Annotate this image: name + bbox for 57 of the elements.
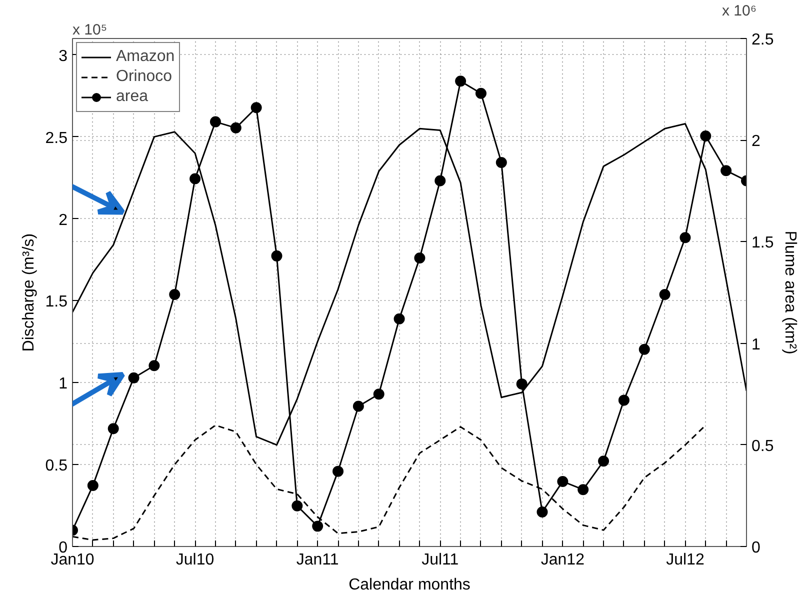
point bbox=[414, 252, 426, 264]
y2-tick-label: 2.5 bbox=[752, 32, 774, 48]
point bbox=[516, 378, 528, 390]
y-tick-label: 0.5 bbox=[45, 458, 68, 475]
annotation: x 10⁵ bbox=[72, 22, 108, 38]
x-tick-label: Jul12 bbox=[666, 552, 704, 568]
point bbox=[271, 250, 282, 262]
point bbox=[700, 130, 712, 142]
point bbox=[557, 476, 568, 487]
point bbox=[87, 480, 98, 492]
y-axis-title: Discharge (m³/s) bbox=[20, 233, 38, 352]
point bbox=[680, 232, 691, 244]
y2-tick-label: 0.5 bbox=[752, 438, 774, 455]
point bbox=[578, 484, 589, 496]
x-tick-label: Jan12 bbox=[540, 552, 585, 568]
point bbox=[618, 394, 630, 406]
x-tick-label: Jul10 bbox=[176, 552, 214, 568]
point bbox=[598, 456, 610, 467]
point bbox=[148, 360, 160, 372]
point bbox=[230, 122, 242, 134]
point bbox=[720, 165, 732, 176]
point bbox=[190, 173, 201, 184]
y-tick-label: 2.5 bbox=[45, 130, 68, 147]
point bbox=[332, 466, 344, 477]
point bbox=[128, 372, 140, 384]
legend-label: area bbox=[116, 88, 148, 106]
legend-label: Orinoco bbox=[116, 68, 172, 86]
point bbox=[312, 520, 324, 532]
text: x 10⁶ bbox=[722, 2, 757, 20]
point bbox=[536, 506, 548, 518]
y-tick-label: 1 bbox=[58, 376, 68, 393]
y2-tick-label: 0 bbox=[752, 540, 760, 556]
y-tick-label: 1.5 bbox=[45, 294, 68, 311]
point bbox=[496, 156, 507, 168]
y2-tick-label: 1.5 bbox=[752, 234, 774, 252]
point bbox=[373, 388, 384, 400]
point bbox=[352, 400, 364, 412]
point bbox=[108, 423, 119, 434]
point bbox=[659, 289, 670, 300]
point bbox=[250, 102, 262, 114]
point bbox=[292, 500, 303, 512]
y2-axis-title: Plume area (km²) bbox=[782, 230, 799, 354]
y2-tick-label: 1 bbox=[752, 336, 760, 354]
legend-label: Amazon bbox=[116, 48, 175, 66]
point bbox=[434, 175, 446, 186]
x-tick-label: Jul11 bbox=[422, 552, 459, 568]
y2-tick-label: 2 bbox=[752, 133, 760, 150]
point bbox=[394, 313, 405, 324]
x-tick-label: Jan11 bbox=[296, 552, 339, 568]
point bbox=[210, 116, 221, 128]
y-tick-label: 3 bbox=[58, 48, 68, 65]
x-axis-title: Calendar months bbox=[348, 576, 470, 594]
y-tick-label: 2 bbox=[58, 212, 68, 229]
point bbox=[638, 344, 650, 355]
point bbox=[455, 76, 466, 87]
point bbox=[475, 88, 486, 99]
point bbox=[169, 289, 180, 300]
